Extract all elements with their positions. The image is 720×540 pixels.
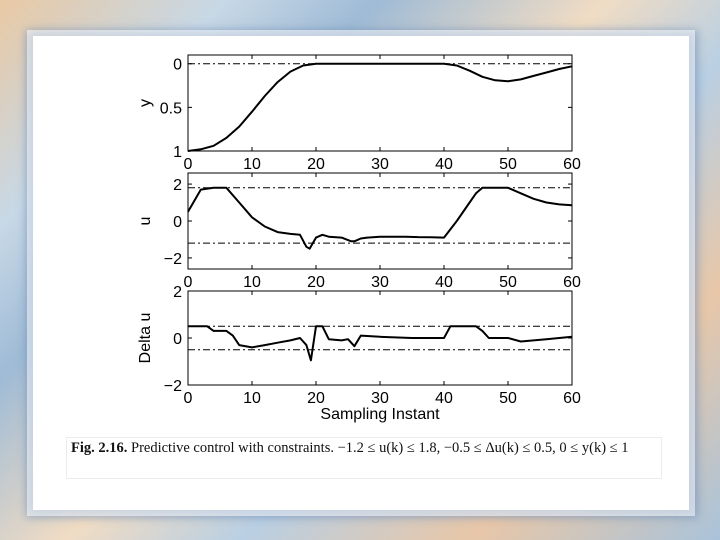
y-tick-label: 0.5	[160, 100, 182, 117]
y-tick-label: −2	[164, 251, 182, 268]
series-line-delta-u	[188, 325, 573, 362]
x-tick-label: 0	[184, 390, 193, 407]
x-tick-label: 10	[243, 274, 261, 291]
x-tick-label: 50	[499, 156, 517, 173]
y-tick-label: 0	[173, 214, 182, 231]
x-tick-label: 60	[563, 390, 581, 407]
caption-label: Fig. 2.16.	[71, 440, 128, 456]
x-tick-label: 30	[371, 156, 389, 173]
x-tick-label: 20	[307, 156, 325, 173]
x-tick-label: 40	[435, 390, 453, 407]
x-tick-label: 0	[184, 274, 193, 291]
x-tick-label: 10	[243, 156, 261, 173]
x-tick-label: 0	[184, 156, 193, 173]
y-axis-label: u	[137, 217, 154, 226]
y-tick-label: 1	[173, 144, 182, 161]
x-tick-label: 30	[371, 390, 389, 407]
y-tick-label: 2	[173, 284, 182, 301]
x-tick-label: 50	[499, 390, 517, 407]
x-tick-label: 20	[307, 390, 325, 407]
subplot-1: 0 10 20 30 40 50 60 0 0.5 1 y	[137, 54, 581, 173]
x-axis-label: Sampling Instant	[320, 406, 440, 423]
x-tick-label: 40	[435, 156, 453, 173]
y-axis-label: y	[137, 99, 154, 107]
figure-caption: Fig. 2.16. Predictive control with const…	[66, 437, 662, 479]
y-tick-label: 2	[173, 177, 182, 194]
y-tick-label: 0	[173, 331, 182, 348]
x-tick-label: 50	[499, 274, 517, 291]
series-line-y	[187, 62, 573, 152]
y-tick-label: 0	[173, 57, 182, 74]
x-tick-label: 30	[371, 274, 389, 291]
y-tick-label: −2	[164, 378, 182, 395]
x-tick-label: 20	[307, 274, 325, 291]
x-tick-label: 10	[243, 390, 261, 407]
x-tick-label: 60	[563, 156, 581, 173]
x-tick-label: 60	[563, 274, 581, 291]
x-tick-label: 40	[435, 274, 453, 291]
caption-text: Predictive control with constraints. −1.…	[131, 440, 629, 456]
series-line-u	[187, 186, 573, 250]
y-axis-label: Delta u	[137, 313, 154, 364]
